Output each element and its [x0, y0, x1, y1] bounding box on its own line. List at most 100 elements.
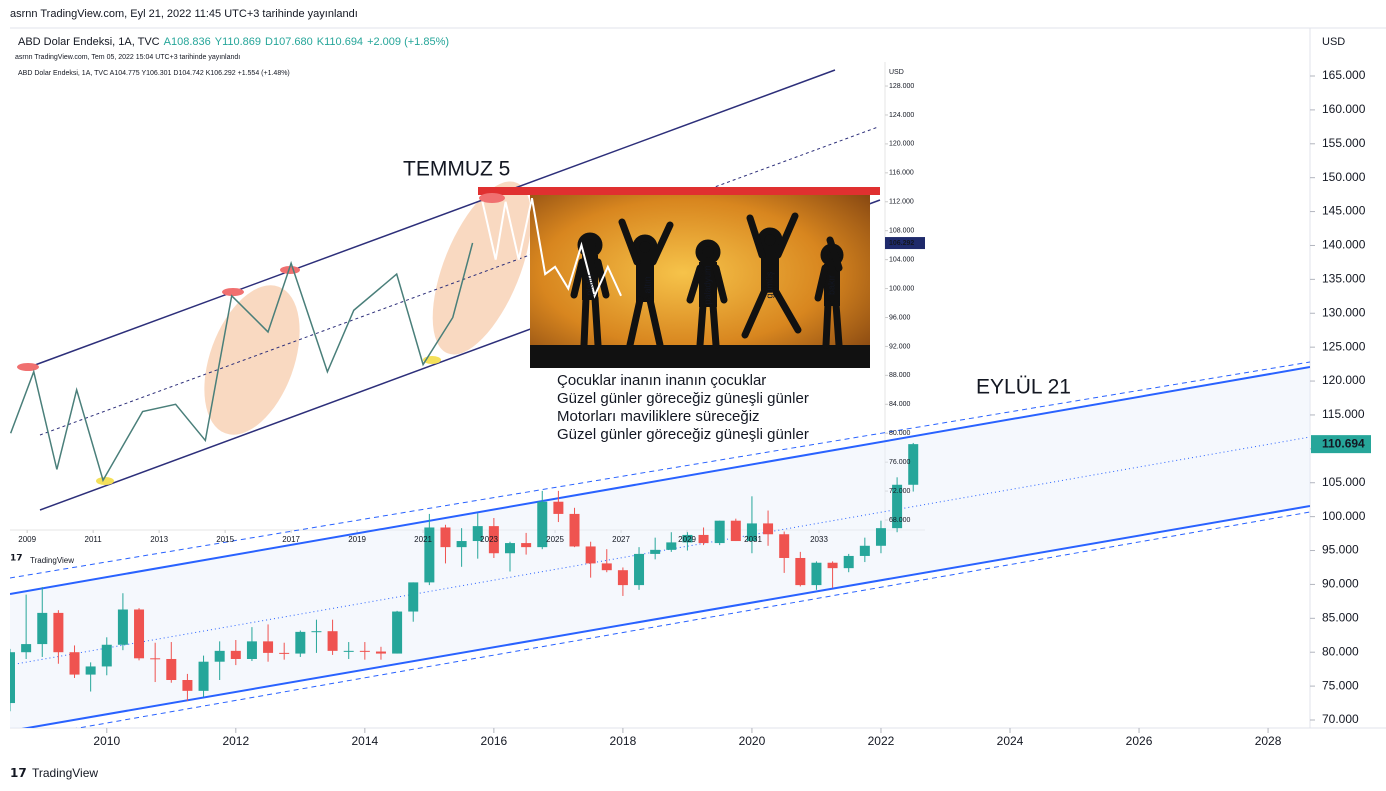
candle-body [811, 562, 822, 586]
candle-body [440, 527, 451, 548]
inset-price-tag-label: 106.292 [889, 240, 914, 247]
candle-body [279, 652, 290, 654]
y-tick-label: 160.000 [1322, 102, 1366, 116]
highlight-ellipse [204, 285, 300, 435]
inset-y-tick-label: 68.000 [889, 517, 911, 524]
candle-body [359, 650, 370, 652]
inset-price-tag [885, 237, 925, 250]
candle-body [585, 546, 596, 564]
candle-body [117, 609, 128, 645]
channel-upper [34, 69, 836, 366]
inset-x-tick-label: 2031 [744, 535, 762, 544]
photo-label: paladyum [702, 265, 712, 304]
candle-body [214, 650, 225, 662]
y-tick-label: 165.000 [1322, 68, 1366, 82]
y-tick-label: 120.000 [1322, 373, 1366, 387]
x-tick-label: 2028 [1255, 734, 1282, 748]
inset-x-tick-label: 2029 [678, 535, 696, 544]
x-tick-label: 2024 [997, 734, 1024, 748]
projection-line [481, 197, 622, 299]
candle-body [311, 631, 322, 633]
inset-x-tick-label: 2015 [216, 535, 234, 544]
candle-body [714, 520, 725, 544]
candle-body [843, 555, 854, 569]
x-tick-label: 2022 [868, 734, 895, 748]
y-tick-label: 70.000 [1322, 712, 1359, 726]
candle-body [634, 553, 645, 586]
candle-body [166, 658, 177, 681]
inset-y-tick-label: 100.000 [889, 285, 914, 292]
candle-body [875, 528, 886, 546]
inset-x-tick-label: 2023 [480, 535, 498, 544]
inset-x-tick-label: 2009 [18, 535, 36, 544]
inset-y-tick-label: 80.000 [889, 430, 911, 437]
photo-label: bakır [826, 275, 836, 295]
x-tick-label: 2026 [1126, 734, 1153, 748]
candle-body [392, 611, 403, 654]
candle-body [295, 631, 306, 654]
candle-body [521, 543, 532, 548]
inset-y-tick-label: 96.000 [889, 314, 911, 321]
x-tick-label: 2018 [610, 734, 637, 748]
inset-y-tick-label: 108.000 [889, 228, 914, 235]
inset-chart [9, 69, 888, 533]
currency: USD [1322, 36, 1345, 48]
photo-ground [530, 345, 870, 368]
candle-body [101, 644, 112, 667]
candle-body [37, 612, 48, 645]
inset-x-tick-label: 2011 [85, 535, 103, 544]
candle-body [537, 501, 548, 548]
x-tick-label: 2016 [481, 734, 508, 748]
y-tick-label: 155.000 [1322, 136, 1366, 150]
candle-body [553, 501, 564, 514]
candle-body [327, 631, 338, 651]
price-tag-label: 110.694 [1322, 436, 1365, 450]
inset-currency: USD [889, 69, 904, 76]
annotation: TEMMUZ 5 [403, 158, 510, 181]
candle-body [746, 523, 757, 542]
inset-y-tick-label: 72.000 [889, 488, 911, 495]
inset-y-tick-label: 92.000 [889, 343, 911, 350]
y-tick-label: 105.000 [1322, 475, 1366, 489]
trough-markers [96, 356, 441, 485]
inset-y-tick-label: 124.000 [889, 112, 914, 119]
highlight-ellipse [432, 181, 532, 355]
x-tick-label: 2010 [93, 734, 120, 748]
symbol: ABD Dolar Endeksi, 1A, TVC [18, 36, 160, 48]
price-tag [1311, 435, 1371, 454]
inset-y-tick-label: 88.000 [889, 372, 911, 379]
ohlc-high: Y110.869 [215, 36, 261, 48]
candle-body [779, 534, 790, 558]
candle-body [263, 641, 274, 653]
resistance-bar [478, 187, 880, 195]
y-tick-label: 80.000 [1322, 644, 1359, 658]
footer-logo: 𝟭𝟳 [10, 766, 27, 780]
candle-body [795, 557, 806, 586]
channel-upper-dashed [10, 361, 1310, 579]
caption-line: Güzel günler göreceğiz güneşli günler [557, 426, 809, 443]
candle-body [456, 541, 467, 548]
x-tick-label: 2012 [222, 734, 249, 748]
channel-lower [21, 505, 1310, 728]
candle-body [682, 534, 693, 543]
candle-body [908, 444, 919, 485]
inset-y-tick-label: 104.000 [889, 256, 914, 263]
legend-line: ABD Dolar Endeksi, 1A, TVC A108.836 Y110.8… [18, 36, 449, 48]
candle-body [827, 562, 838, 569]
candle-body [650, 549, 661, 554]
y-tick-label: 140.000 [1322, 238, 1366, 252]
y-tick-label: 75.000 [1322, 678, 1359, 692]
photo-label: gümüş [764, 271, 774, 299]
change: +2.009 (+1.85%) [367, 36, 449, 48]
inset-y-tick-label: 128.000 [889, 83, 914, 90]
photo-label: platin [584, 274, 594, 296]
candle-body [85, 666, 96, 675]
candle-body [134, 609, 145, 659]
inset-logo: 𝟭𝟳 [10, 552, 23, 562]
y-tick-label: 100.000 [1322, 509, 1366, 523]
inset-y-tick-label: 84.000 [889, 401, 911, 408]
y-tick-label: 115.000 [1322, 407, 1365, 421]
inset-x-tick-label: 2033 [810, 535, 828, 544]
